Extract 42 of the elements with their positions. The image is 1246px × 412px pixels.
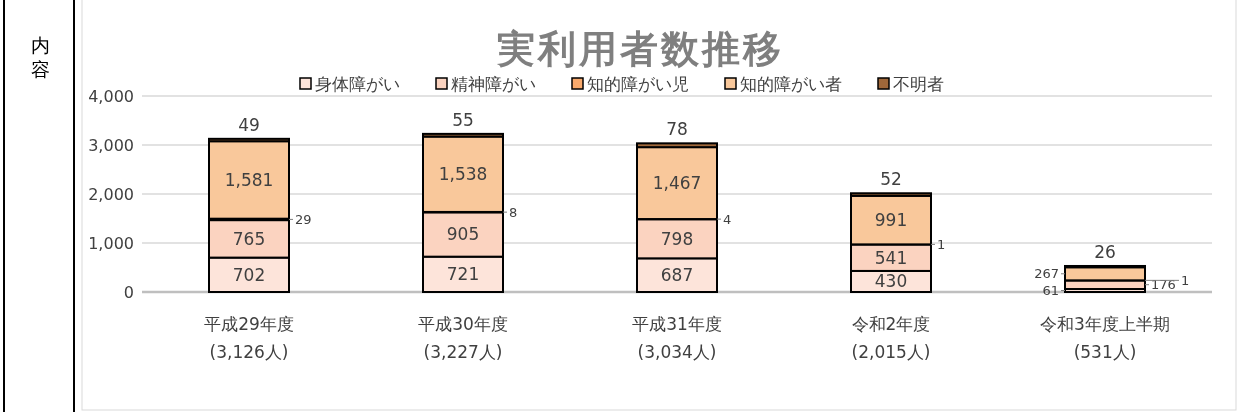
y-tick-label: 3,000 (88, 136, 134, 155)
data-label: 1,581 (224, 169, 274, 190)
data-label: 905 (446, 224, 480, 245)
data-label: 541 (874, 247, 908, 268)
data-label: 991 (874, 210, 908, 231)
y-tick-label: 1,000 (88, 234, 134, 253)
legend-label: 身体障がい (315, 74, 400, 94)
data-label: 430 (874, 271, 908, 292)
text: 内容 (30, 34, 50, 80)
legend-label: 不明者 (893, 74, 944, 94)
x-tick-label: 令和2年度 (2,015人) (851, 314, 931, 362)
data-label: 4 (723, 211, 732, 227)
data-label: 78 (666, 119, 688, 140)
data-label: 8 (509, 204, 518, 220)
legend-label: 精神障がい (451, 74, 536, 94)
data-label: 1,538 (438, 164, 488, 185)
data-label: 26 (1094, 241, 1116, 262)
data-label: 55 (452, 109, 474, 130)
chart-title: 実利用者数推移 (495, 27, 784, 71)
data-label: 49 (238, 114, 260, 135)
data-label: 721 (446, 264, 480, 285)
data-label: 61 (1042, 283, 1059, 299)
legend-label: 知的障がい児 (587, 74, 689, 94)
data-label: 267 (1034, 266, 1059, 282)
y-tick-label: 2,000 (88, 185, 134, 204)
x-tick-label: 平成30年度 (3,227人) (418, 314, 508, 362)
x-tick-label: 令和3年度上半期 (531人) (1040, 314, 1170, 362)
y-tick-label: 0 (123, 283, 134, 302)
data-label: 765 (232, 228, 266, 249)
data-label: 702 (232, 264, 266, 285)
x-tick-label: 平成31年度 (3,034人) (632, 314, 722, 362)
data-label: 1 (937, 236, 946, 252)
data-label: 1,467 (652, 173, 702, 194)
data-label: 176 (1151, 277, 1176, 293)
y-tick-label: 4,000 (88, 87, 134, 106)
legend-label: 知的障がい者 (740, 74, 842, 94)
data-label: 29 (295, 211, 312, 227)
data-label: 52 (880, 169, 902, 190)
data-label: 798 (660, 228, 694, 249)
data-label: 1 (1181, 272, 1190, 288)
x-tick-label: 平成29年度 (3,126人) (204, 314, 294, 362)
data-label: 687 (660, 265, 694, 286)
